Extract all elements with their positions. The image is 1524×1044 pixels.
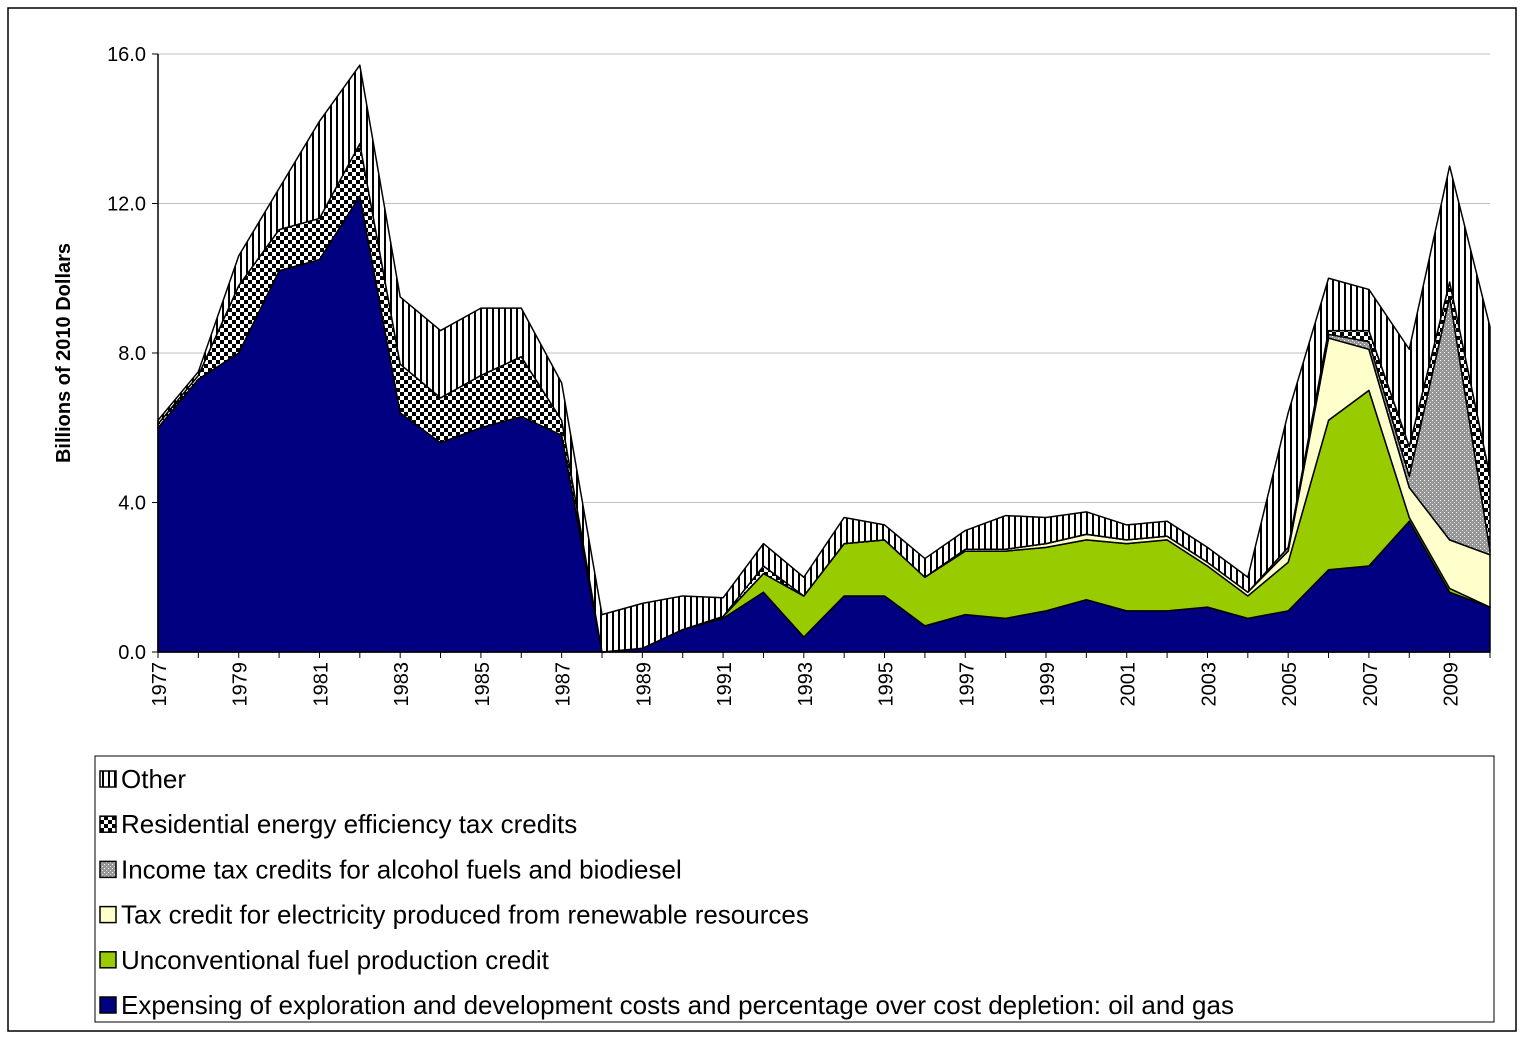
legend-label: Income tax credits for alcohol fuels and… [121,854,682,884]
x-tick-label: 1977 [149,662,171,707]
x-tick-label: 1983 [391,662,413,707]
x-tick-label: 1979 [230,662,252,707]
legend-label: Other [121,764,186,794]
x-tick-label: 1999 [1037,662,1059,707]
legend-swatch [99,996,117,1014]
legend-swatch [99,815,117,833]
y-tick-label: 12.0 [107,194,146,216]
y-tick-label: 8.0 [118,343,146,365]
x-tick-label: 1995 [876,662,898,707]
y-axis-label: Billions of 2010 Dollars [53,243,75,463]
legend-label: Tax credit for electricity produced from… [121,900,809,930]
legend-label: Unconventional fuel production credit [121,945,550,975]
x-tick-label: 1981 [310,662,332,707]
legend [94,755,1495,1023]
legend-swatch [99,951,117,969]
y-tick-label: 4.0 [118,493,146,515]
x-tick-label: 1989 [633,662,655,707]
x-tick-label: 1997 [956,662,978,707]
legend-label: Residential energy efficiency tax credit… [121,809,577,839]
x-tick-label: 2001 [1118,662,1140,707]
legend-label: Expensing of exploration and development… [121,990,1234,1020]
x-tick-label: 2007 [1360,662,1382,707]
x-tick-label: 2005 [1279,662,1301,707]
x-tick-label: 2009 [1441,662,1463,707]
x-tick-label: 1987 [553,662,575,707]
area [157,64,1491,653]
y-tick-label: 16.0 [107,44,146,66]
x-tick-label: 2003 [1198,662,1220,707]
x-tick-label: 1991 [714,662,736,707]
legend-swatch [99,905,117,924]
x-tick-label: 1985 [472,662,494,707]
legend-swatch [99,860,117,879]
x-tick-label: 1993 [795,662,817,707]
legend-swatch [99,770,117,788]
y-tick-label: 0.0 [118,642,146,664]
